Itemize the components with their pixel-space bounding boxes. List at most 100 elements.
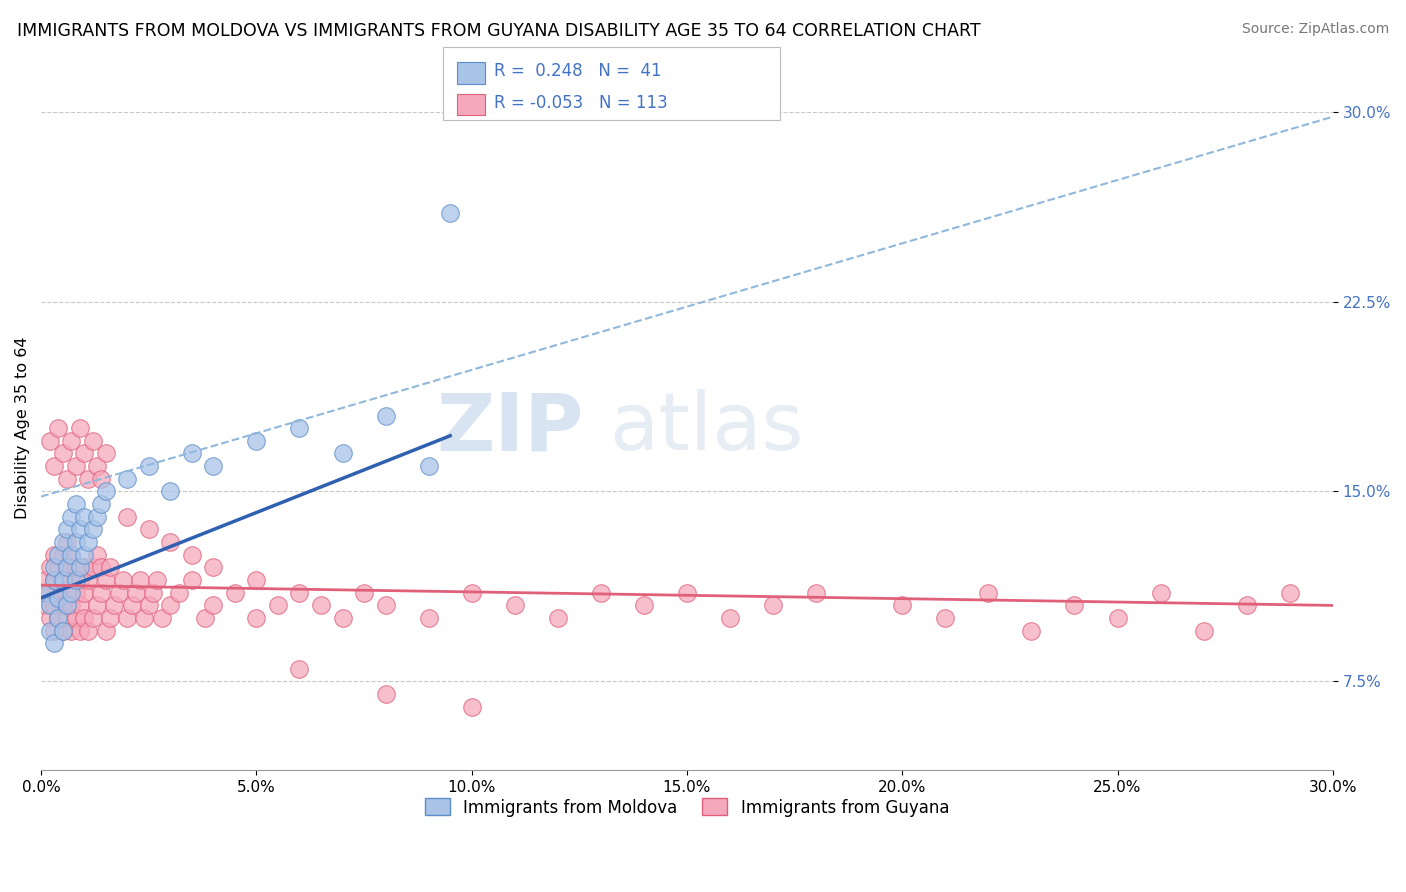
Point xyxy=(69,523,91,537)
Point xyxy=(77,573,100,587)
Point xyxy=(60,548,83,562)
Point xyxy=(73,446,96,460)
Point xyxy=(52,446,75,460)
Point xyxy=(34,586,56,600)
Point xyxy=(115,509,138,524)
Point xyxy=(288,662,311,676)
Text: Source: ZipAtlas.com: Source: ZipAtlas.com xyxy=(1241,22,1389,37)
Point xyxy=(98,611,121,625)
Point xyxy=(56,599,79,613)
Point xyxy=(90,472,112,486)
Point xyxy=(439,206,461,220)
Point xyxy=(121,599,143,613)
Point xyxy=(180,573,202,587)
Point xyxy=(65,573,87,587)
Y-axis label: Disability Age 35 to 64: Disability Age 35 to 64 xyxy=(15,337,30,519)
Legend: Immigrants from Moldova, Immigrants from Guyana: Immigrants from Moldova, Immigrants from… xyxy=(418,792,956,823)
Point xyxy=(65,459,87,474)
Point xyxy=(42,573,65,587)
Point xyxy=(46,611,69,625)
Point xyxy=(111,573,134,587)
Point xyxy=(65,497,87,511)
Point xyxy=(107,586,129,600)
Point xyxy=(98,560,121,574)
Point xyxy=(288,586,311,600)
Point xyxy=(159,484,181,499)
Point xyxy=(38,560,60,574)
Point xyxy=(65,611,87,625)
Point xyxy=(86,548,108,562)
Point xyxy=(90,586,112,600)
Point xyxy=(65,535,87,549)
Point xyxy=(245,611,267,625)
Point xyxy=(202,459,225,474)
Point xyxy=(90,497,112,511)
Point xyxy=(86,599,108,613)
Point xyxy=(77,472,100,486)
Point xyxy=(52,624,75,638)
Point xyxy=(150,611,173,625)
Point xyxy=(934,611,956,625)
Point xyxy=(46,560,69,574)
Point xyxy=(34,599,56,613)
Point xyxy=(46,548,69,562)
Point xyxy=(762,599,785,613)
Point xyxy=(245,434,267,448)
Point xyxy=(224,586,246,600)
Point xyxy=(891,599,914,613)
Point xyxy=(1192,624,1215,638)
Point xyxy=(503,599,526,613)
Point xyxy=(142,586,165,600)
Point xyxy=(60,624,83,638)
Text: IMMIGRANTS FROM MOLDOVA VS IMMIGRANTS FROM GUYANA DISABILITY AGE 35 TO 64 CORREL: IMMIGRANTS FROM MOLDOVA VS IMMIGRANTS FR… xyxy=(17,22,980,40)
Point xyxy=(52,573,75,587)
Point xyxy=(42,573,65,587)
Point xyxy=(194,611,217,625)
Point xyxy=(65,586,87,600)
Point xyxy=(38,611,60,625)
Point xyxy=(332,446,354,460)
Point xyxy=(418,611,440,625)
Point xyxy=(56,611,79,625)
Point xyxy=(60,434,83,448)
Point xyxy=(1063,599,1085,613)
Point xyxy=(65,560,87,574)
Point xyxy=(73,548,96,562)
Point xyxy=(69,599,91,613)
Point xyxy=(115,611,138,625)
Point xyxy=(73,586,96,600)
Point xyxy=(94,446,117,460)
Point xyxy=(38,624,60,638)
Point xyxy=(1236,599,1258,613)
Point xyxy=(60,599,83,613)
Point xyxy=(460,699,482,714)
Point xyxy=(86,459,108,474)
Point xyxy=(1021,624,1043,638)
Point xyxy=(804,586,827,600)
Text: ZIP: ZIP xyxy=(436,389,583,467)
Point xyxy=(60,548,83,562)
Point xyxy=(159,535,181,549)
Point xyxy=(42,548,65,562)
Point xyxy=(418,459,440,474)
Point xyxy=(94,624,117,638)
Point xyxy=(94,573,117,587)
Point xyxy=(125,586,148,600)
Point xyxy=(73,611,96,625)
Point xyxy=(60,509,83,524)
Point xyxy=(46,611,69,625)
Point xyxy=(56,586,79,600)
Point xyxy=(69,624,91,638)
Point xyxy=(1149,586,1171,600)
Point xyxy=(69,560,91,574)
Point xyxy=(46,591,69,605)
Text: R =  0.248   N =  41: R = 0.248 N = 41 xyxy=(494,62,661,80)
Point xyxy=(82,560,104,574)
Point xyxy=(267,599,290,613)
Point xyxy=(167,586,190,600)
Point xyxy=(547,611,569,625)
Point xyxy=(460,586,482,600)
Point xyxy=(52,624,75,638)
Point xyxy=(245,573,267,587)
Point xyxy=(977,586,1000,600)
